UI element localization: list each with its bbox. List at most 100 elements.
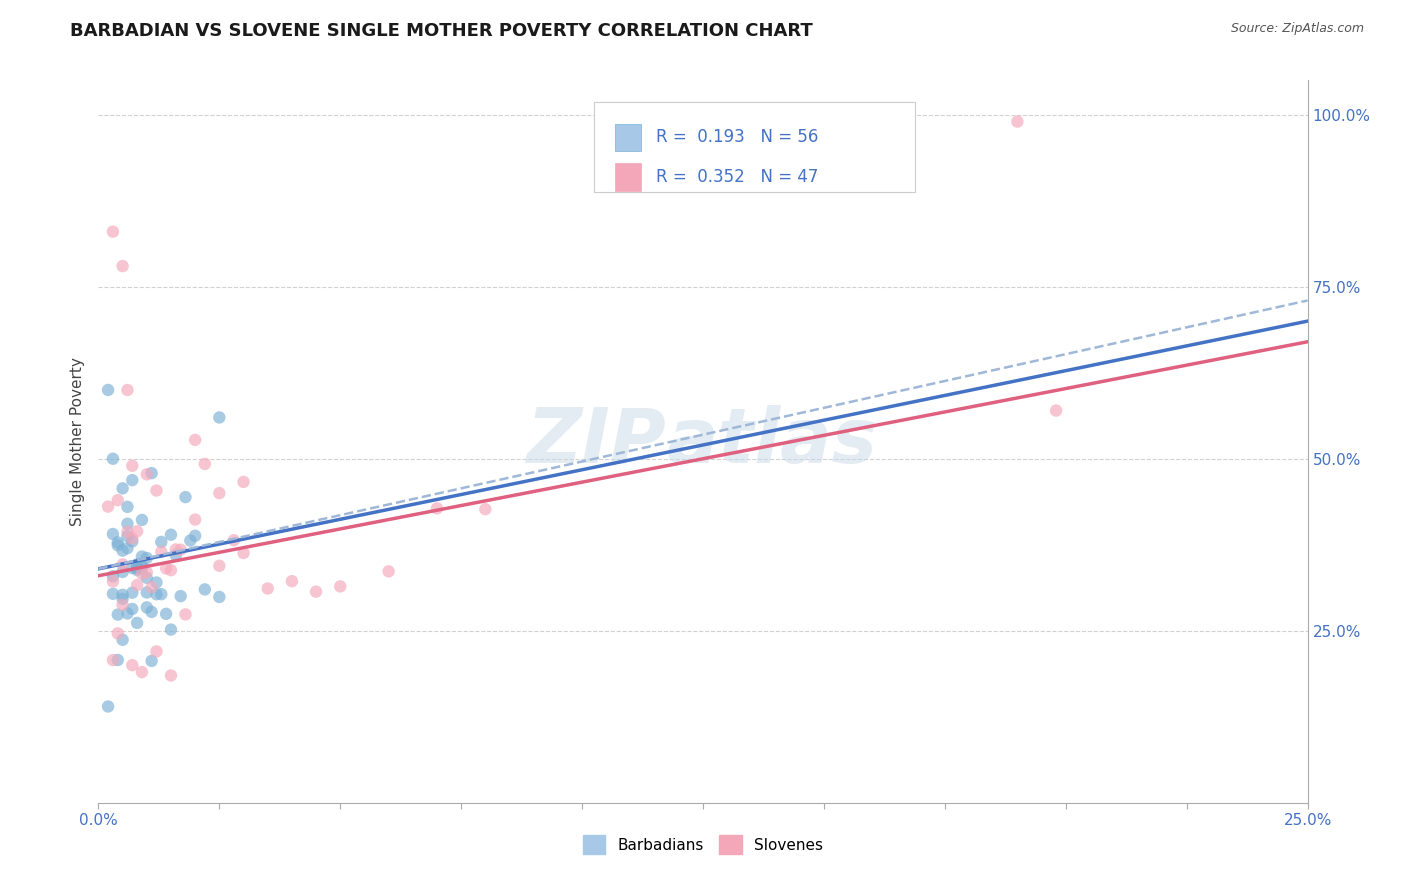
Point: [127, 561, 149, 575]
Point: [121, 532, 143, 546]
Point: [121, 658, 143, 673]
Legend: Barbadians, Slovenes: Barbadians, Slovenes: [576, 830, 830, 860]
Point: [131, 549, 153, 564]
Point: [117, 541, 139, 556]
Point: [107, 493, 129, 508]
Point: [111, 259, 134, 273]
Point: [377, 565, 399, 579]
Point: [141, 654, 163, 668]
Point: [179, 533, 201, 548]
Point: [145, 575, 167, 590]
Point: [160, 668, 183, 682]
Point: [145, 587, 167, 601]
Text: ZIP: ZIP: [527, 405, 666, 478]
Point: [184, 529, 207, 543]
Point: [160, 527, 183, 541]
Text: Source: ZipAtlas.com: Source: ZipAtlas.com: [1230, 22, 1364, 36]
Point: [174, 490, 197, 504]
Point: [111, 632, 134, 647]
Point: [165, 548, 187, 562]
Point: [256, 582, 278, 596]
Point: [169, 589, 191, 603]
Point: [121, 585, 143, 599]
Point: [97, 500, 120, 514]
Point: [135, 551, 157, 566]
Point: [117, 529, 139, 543]
Point: [121, 602, 143, 616]
Point: [121, 458, 143, 473]
FancyBboxPatch shape: [595, 102, 915, 193]
Point: [232, 546, 254, 560]
Point: [127, 578, 149, 592]
Point: [165, 542, 187, 557]
Point: [117, 516, 139, 531]
Point: [208, 486, 231, 500]
Point: [160, 563, 183, 577]
Point: [155, 561, 177, 575]
Point: [426, 501, 449, 516]
Point: [131, 558, 153, 573]
Point: [135, 585, 157, 599]
Text: atlas: atlas: [666, 405, 877, 478]
Point: [101, 451, 124, 466]
Point: [121, 561, 143, 575]
Point: [127, 615, 149, 630]
Point: [135, 566, 157, 580]
FancyBboxPatch shape: [614, 124, 641, 151]
Point: [305, 584, 328, 599]
Point: [111, 543, 134, 558]
Point: [174, 607, 197, 622]
Point: [184, 433, 207, 447]
Point: [107, 653, 129, 667]
Point: [131, 665, 153, 679]
Point: [127, 563, 149, 577]
Point: [232, 475, 254, 489]
Point: [329, 579, 352, 593]
Point: [135, 467, 157, 482]
Point: [150, 587, 173, 601]
Point: [208, 558, 231, 573]
Point: [121, 534, 143, 549]
Point: [117, 500, 139, 514]
Point: [111, 558, 134, 572]
Point: [150, 535, 173, 549]
FancyBboxPatch shape: [614, 163, 641, 191]
Point: [131, 566, 153, 581]
Point: [97, 383, 120, 397]
Point: [155, 607, 177, 621]
Point: [169, 542, 191, 557]
Point: [281, 574, 304, 589]
Point: [111, 598, 134, 612]
Point: [101, 527, 124, 541]
Point: [101, 587, 124, 601]
Point: [1007, 114, 1029, 128]
Point: [222, 533, 245, 548]
Point: [111, 588, 134, 602]
Point: [107, 538, 129, 552]
Point: [131, 560, 153, 574]
Point: [141, 605, 163, 619]
Point: [121, 473, 143, 487]
Point: [194, 457, 217, 471]
Point: [135, 571, 157, 585]
Point: [141, 580, 163, 594]
Point: [1045, 403, 1067, 417]
Point: [150, 545, 173, 559]
Point: [127, 558, 149, 572]
Point: [131, 513, 153, 527]
Point: [111, 591, 134, 606]
Point: [208, 590, 231, 604]
Point: [101, 225, 124, 239]
Text: BARBADIAN VS SLOVENE SINGLE MOTHER POVERTY CORRELATION CHART: BARBADIAN VS SLOVENE SINGLE MOTHER POVER…: [70, 22, 813, 40]
Point: [145, 644, 167, 658]
Point: [160, 623, 183, 637]
Point: [127, 524, 149, 539]
Point: [135, 600, 157, 615]
Point: [107, 626, 129, 640]
Point: [101, 574, 124, 589]
Point: [474, 502, 496, 516]
Point: [107, 607, 129, 622]
Point: [117, 524, 139, 539]
Point: [111, 481, 134, 495]
Point: [117, 383, 139, 397]
